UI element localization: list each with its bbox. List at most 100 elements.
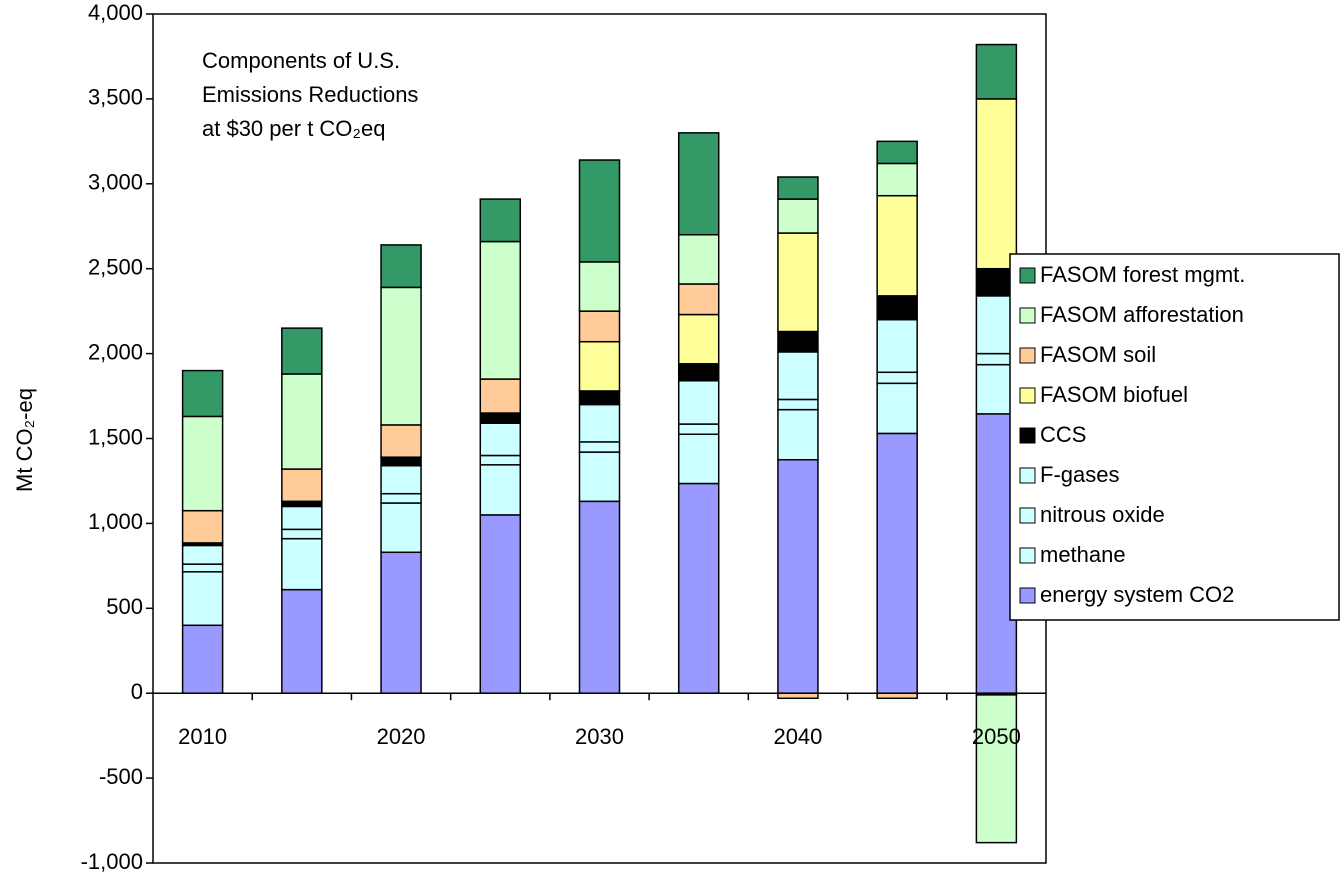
bar-segment [777,198,819,234]
legend-swatch [1019,387,1036,404]
legend-label: FASOM forest mgmt. [1040,262,1245,287]
bar-segment [677,283,720,316]
bar-segment [876,692,918,700]
legend-label: FASOM biofuel [1040,382,1188,407]
legend-swatch [1019,347,1036,364]
legend [1009,253,1340,621]
bar-segment [380,244,422,289]
bar-segment [281,500,323,508]
bar-segment [777,330,819,353]
bar-segment [578,403,621,443]
chart-title: Emissions Reductions [202,82,418,107]
bar-segment [380,464,422,495]
bar-segment [777,458,819,694]
y-tick-label: 4,000 [88,0,143,25]
bar-segment [975,98,1018,270]
bar-segment [677,132,720,236]
bar-segment [876,382,918,435]
y-tick-label: 500 [106,594,143,619]
bar-segment [876,318,918,374]
bar-segment [181,509,224,544]
y-tick-label: 2,500 [88,255,143,280]
bar-segment [777,692,819,700]
x-tick-label: 2010 [178,724,227,749]
bar-segment [479,422,522,457]
legend-label: nitrous oxide [1040,502,1165,527]
bar-segment [677,363,720,382]
bar-segment [181,563,224,573]
bar-segment [578,441,621,453]
bar-segment [380,551,422,694]
bar-segment [677,482,720,694]
legend-label: CCS [1040,422,1086,447]
legend-label: methane [1040,542,1126,567]
y-tick-label: 1,500 [88,424,143,449]
bar-segment [876,194,918,297]
y-tick-label: 1,000 [88,509,143,534]
bar-segment [181,415,224,512]
legend-label: FASOM soil [1040,342,1156,367]
bar-segment [479,464,522,516]
bar-segment [677,380,720,425]
bar-segment [876,295,918,321]
y-axis-label: Mt CO₂-eq [12,388,37,492]
bar-segment [876,140,918,165]
bar-segment [479,412,522,424]
legend-swatch [1019,507,1036,524]
bar-segment [975,43,1018,100]
bar-segment [380,424,422,458]
bar-segment [181,624,224,694]
bar-segment [677,433,720,485]
legend-swatch [1019,307,1036,324]
bar-segment [578,159,621,263]
legend-swatch [1019,267,1036,284]
bar-segment [479,514,522,694]
bar-segment [578,451,621,503]
bar-segment [677,233,720,285]
bar-segment [975,694,1018,844]
legend-swatch [1019,547,1036,564]
bar-segment [578,340,621,392]
bar-segment [777,351,819,401]
legend-label: energy system CO2 [1040,582,1234,607]
legend-swatch [1019,427,1036,444]
chart-title: Components of U.S. [202,48,400,73]
chart-title: at $30 per t CO₂eq [202,116,385,141]
bar-segment [281,373,323,470]
legend-swatch [1019,587,1036,604]
x-tick-label: 2020 [377,724,426,749]
y-tick-label: 3,000 [88,170,143,195]
x-tick-label: 2040 [773,724,822,749]
legend-label: FASOM afforestation [1040,302,1244,327]
bar-segment [777,232,819,333]
bar-segment [181,544,224,565]
bar-segment [777,176,819,200]
bar-segment [876,162,918,197]
bar-segment [677,313,720,365]
y-tick-label: 2,000 [88,339,143,364]
bar-segment [479,378,522,414]
x-tick-label: 2030 [575,724,624,749]
y-tick-label: -500 [99,764,143,789]
bar-segment [281,537,323,591]
bar-segment [578,310,621,343]
bar-segment [479,198,522,243]
bar-segment [281,468,323,503]
bar-segment [281,588,323,694]
bar-segment [479,454,522,466]
bar-segment [578,390,621,406]
x-tick-label: 2050 [972,724,1021,749]
bar-segment [281,505,323,531]
y-tick-label: -1,000 [81,849,143,874]
bar-segment [380,456,422,467]
bar-segment [777,408,819,461]
bar-segment [181,571,224,627]
bar-segment [578,261,621,312]
bar-segment [181,369,224,418]
bar-segment [281,327,323,375]
bar-segment [876,432,918,694]
bar-segment [479,240,522,380]
bar-segment [677,423,720,436]
legend-swatch [1019,467,1036,484]
